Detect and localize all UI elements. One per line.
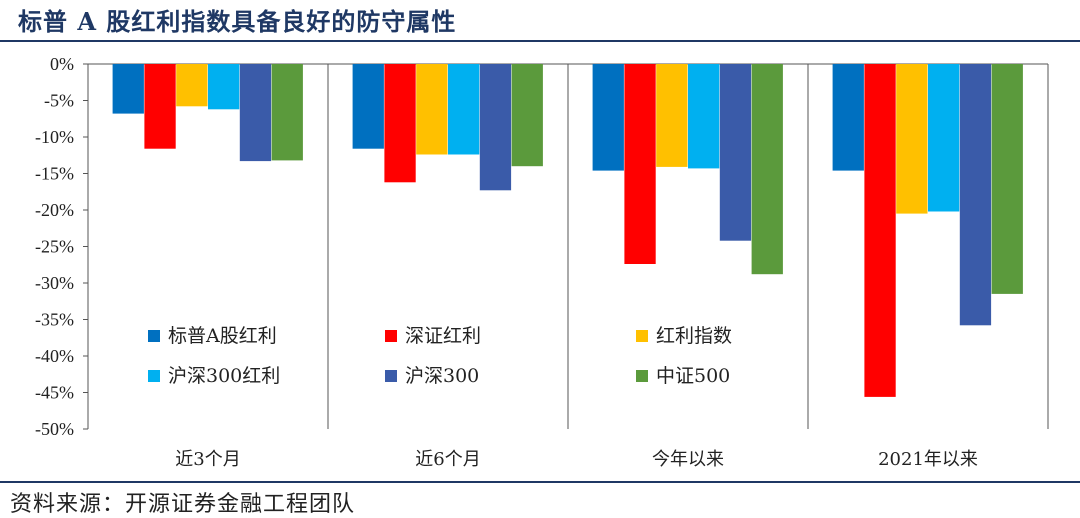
bar (176, 64, 208, 107)
bar (208, 64, 240, 110)
legend-swatch (636, 330, 648, 342)
bar (144, 64, 176, 149)
bar (688, 64, 720, 169)
legend-label: 深证红利 (405, 325, 481, 347)
title-divider (0, 40, 1080, 42)
bar (624, 64, 656, 264)
bar (479, 64, 512, 191)
bar (239, 64, 272, 162)
bar (352, 64, 384, 149)
legend-label: 沪深300 (405, 365, 479, 387)
category-label: 近3个月 (175, 449, 240, 470)
bar (751, 64, 783, 275)
legend-label: 红利指数 (656, 325, 732, 347)
y-tick-label: -45% (35, 383, 74, 403)
bar (592, 64, 624, 171)
source-divider (0, 481, 1080, 483)
y-tick-label: -40% (35, 346, 74, 366)
y-tick-label: -20% (35, 200, 74, 220)
legend-label: 中证500 (656, 365, 730, 387)
y-tick-label: -5% (44, 91, 74, 111)
bars (112, 64, 1023, 397)
bar (991, 64, 1023, 294)
bar (719, 64, 752, 241)
y-tick-label: -15% (35, 164, 74, 184)
bar (416, 64, 448, 155)
bar (112, 64, 144, 114)
legend-label: 标普A股红利 (168, 325, 277, 347)
legend-swatch (385, 370, 397, 382)
y-tick-label: -10% (35, 127, 74, 147)
chart-title: 标普 A 股红利指数具备良好的防守属性 (18, 7, 457, 36)
legend-swatch (148, 370, 160, 382)
legend-label: 沪深300红利 (168, 365, 280, 387)
y-tick-label: 0% (50, 54, 74, 74)
y-tick-label: -30% (35, 273, 74, 293)
legend-swatch (148, 330, 160, 342)
bar (448, 64, 480, 155)
bar (928, 64, 960, 212)
bar (896, 64, 928, 214)
category-label: 今年以来 (652, 449, 724, 470)
y-tick-label: -35% (35, 310, 74, 330)
bar-chart: 0% -5% -10% -15% -20% -25% -30% -35% -40% -45% -50… (35, 54, 1049, 470)
y-tick-label: -50% (35, 419, 74, 439)
bar (959, 64, 992, 326)
category-label: 2021年以来 (878, 449, 978, 470)
bar (864, 64, 896, 397)
x-category-labels: 近3个月 近6个月 今年以来 2021年以来 (175, 449, 978, 470)
bar (832, 64, 864, 171)
y-tick-label: -25% (35, 237, 74, 257)
legend-swatch (385, 330, 397, 342)
y-tick-labels: 0% -5% -10% -15% -20% -25% -30% -35% -40% -45% -50… (35, 54, 74, 439)
bar (384, 64, 416, 183)
bar (656, 64, 688, 167)
source-note: 资料来源：开源证券金融工程团队 (10, 492, 356, 517)
bar (271, 64, 303, 161)
bar (511, 64, 543, 167)
category-label: 近6个月 (415, 449, 480, 470)
legend-swatch (636, 370, 648, 382)
